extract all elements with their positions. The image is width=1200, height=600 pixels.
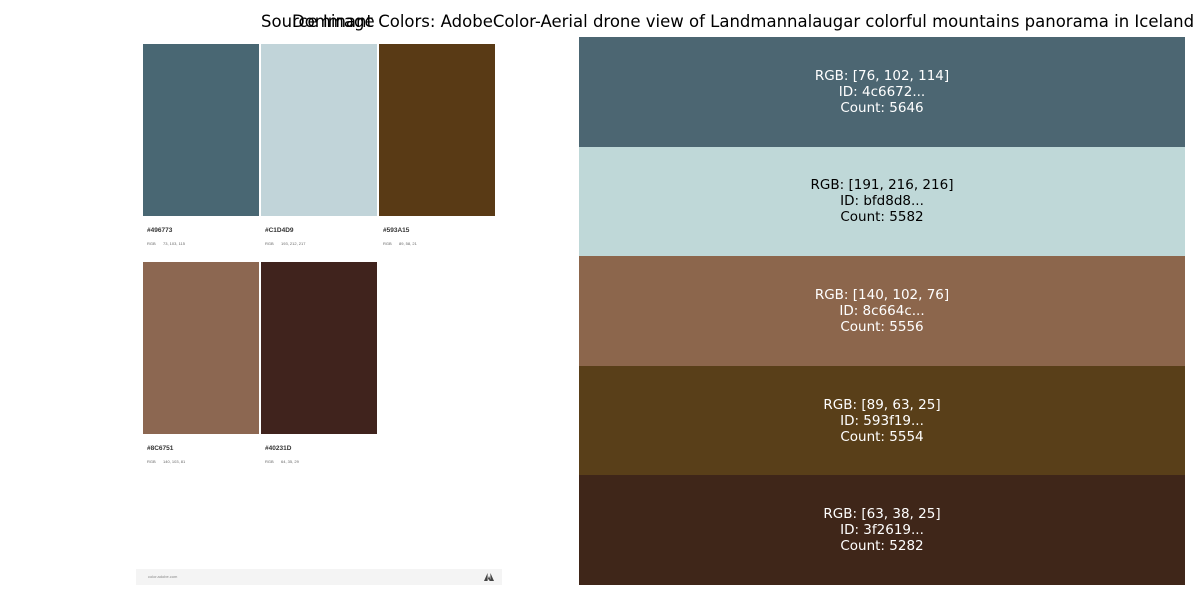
color-band: RGB: [140, 102, 76] ID: 8c664c... Count:… [579, 256, 1185, 366]
band-count: Count: 5554 [840, 428, 924, 445]
band-id: ID: 4c6672... [838, 83, 926, 100]
band-id: ID: 8c664c... [839, 302, 925, 319]
swatch-5-hex: #40231D [265, 445, 292, 452]
band-rgb: RGB: [191, 216, 216] [810, 177, 954, 194]
palette-footer: color.adobe.com [136, 569, 502, 585]
color-band: RGB: [76, 102, 114] ID: 4c6672... Count:… [579, 37, 1185, 147]
band-rgb: RGB: [63, 38, 25] [823, 506, 941, 523]
swatch-3-rgb: RGB 89, 58, 21 [383, 241, 417, 246]
swatch-2-hex: #C1D4D9 [265, 227, 294, 234]
swatch-5 [261, 262, 377, 434]
band-rgb: RGB: [140, 102, 76] [814, 286, 950, 303]
swatch-4-hex: #8C6751 [147, 445, 174, 452]
adobe-logo-icon [484, 573, 494, 581]
swatch-2-rgb: RGB 193, 212, 217 [265, 241, 306, 246]
band-count: Count: 5556 [840, 318, 924, 335]
swatch-3 [379, 44, 495, 216]
band-rgb: RGB: [76, 102, 114] [814, 67, 950, 84]
color-band: RGB: [63, 38, 25] ID: 3f2619... Count: 5… [579, 475, 1185, 585]
swatch-3-hex: #593A15 [383, 227, 410, 234]
swatch-1 [143, 44, 259, 216]
band-id: ID: 3f2619... [840, 522, 924, 539]
swatch-5-rgb: RGB 64, 35, 29 [265, 459, 299, 464]
band-id: ID: 593f19... [840, 412, 924, 429]
color-band: RGB: [191, 216, 216] ID: bfd8d8... Count… [579, 146, 1185, 257]
source-image-title: Source Image [261, 12, 375, 31]
swatch-4 [143, 262, 259, 434]
footer-url: color.adobe.com [148, 574, 178, 579]
dominant-colors-panel: RGB: [76, 102, 114] ID: 4c6672... Count:… [579, 37, 1185, 585]
swatch-4-rgb: RGB 140, 103, 81 [147, 459, 186, 464]
source-image: #496773 #C1D4D9 #593A15 RGB 73, 103, 115 … [136, 37, 502, 585]
swatch-1-rgb: RGB 73, 103, 115 [147, 241, 185, 246]
band-count: Count: 5646 [840, 99, 924, 116]
band-id: ID: bfd8d8... [840, 193, 924, 210]
color-band: RGB: [89, 63, 25] ID: 593f19... Count: 5… [579, 365, 1185, 476]
band-rgb: RGB: [89, 63, 25] [823, 396, 941, 413]
dominant-colors-title: Dominant Colors: AdobeColor-Aerial drone… [292, 12, 1195, 31]
swatch-1-hex: #496773 [147, 227, 173, 234]
band-count: Count: 5282 [840, 538, 924, 555]
band-count: Count: 5582 [840, 209, 924, 226]
swatch-2 [261, 44, 377, 216]
